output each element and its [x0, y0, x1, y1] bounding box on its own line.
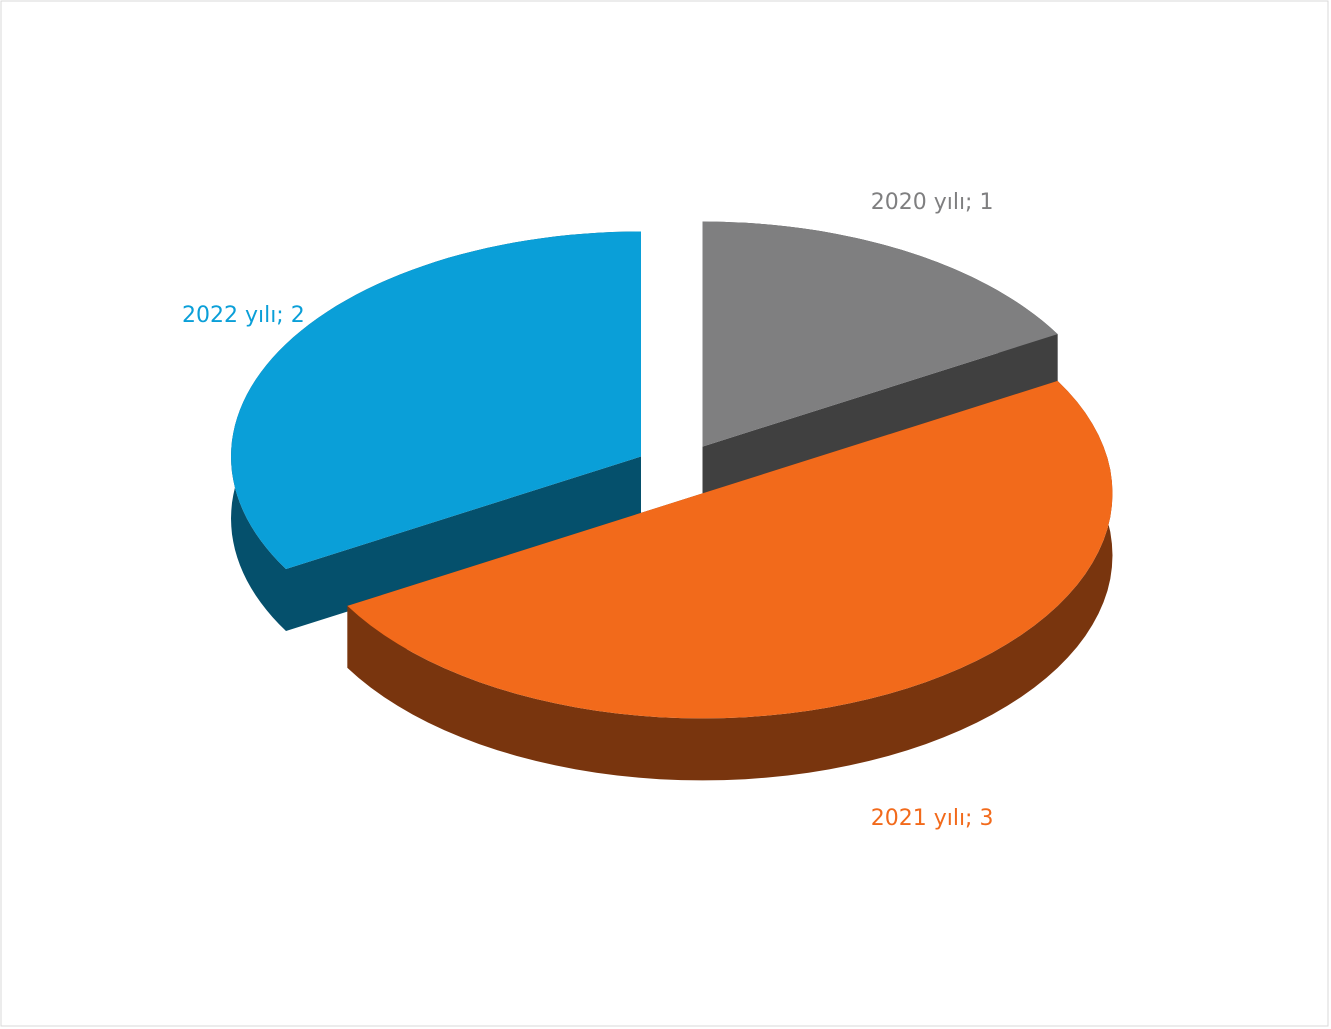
data-label: 2020 yılı; 1: [871, 190, 994, 215]
data-label: 2021 yılı; 3: [871, 806, 994, 831]
slice: [347, 380, 1113, 781]
slice-top: [347, 380, 1113, 719]
data-label: 2022 yılı; 2: [182, 303, 305, 328]
slice-wall: [702, 334, 1058, 509]
slice-top: [231, 231, 641, 569]
slice: [702, 221, 1058, 509]
slice: [231, 231, 641, 631]
slice-top: [702, 221, 1058, 447]
slice-wall: [286, 456, 641, 631]
